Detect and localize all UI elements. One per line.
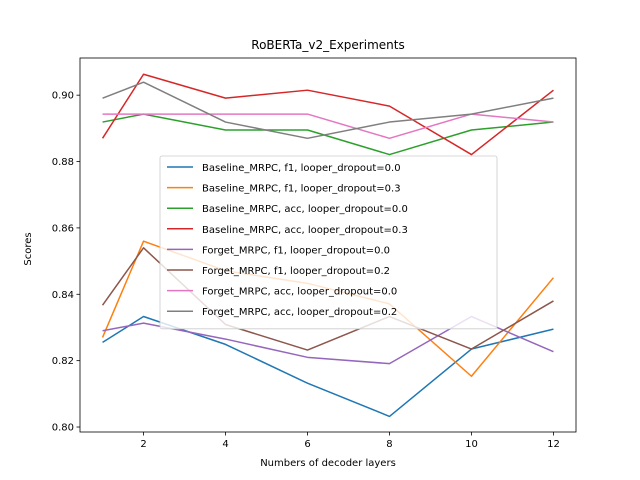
- chart-title: RoBERTa_v2_Experiments: [251, 38, 404, 52]
- x-tick-label: 6: [304, 439, 310, 450]
- legend-label-2: Baseline_MRPC, f1, looper_dropout=0.3: [202, 184, 401, 195]
- legend-label-6: Forget_MRPC, f1, looper_dropout=0.2: [202, 266, 390, 277]
- y-tick-label: 0.80: [52, 423, 74, 434]
- legend: Baseline_MRPC, f1, looper_dropout=0.0 Bas…: [159, 155, 498, 330]
- y-tick-label: 0.88: [52, 157, 74, 168]
- axes-layer: 2 4 6 8 10 12 0.80 0.82 0.84 0.86 0.88 0.90: [52, 57, 577, 450]
- series-line-8: [102, 81, 554, 140]
- x-tick-label: 10: [465, 439, 478, 450]
- y-axis-label: Scores: [23, 232, 34, 265]
- y-tick-label: 0.90: [52, 91, 74, 102]
- y-tick-label: 0.82: [52, 356, 74, 367]
- legend-label-8: Forget_MRPC, acc, looper_dropout=0.2: [202, 307, 397, 318]
- series-line-6: [101, 247, 554, 351]
- legend-label-3: Baseline_MRPC, acc, looper_dropout=0.0: [202, 204, 408, 215]
- legend-label-5: Forget_MRPC, f1, looper_dropout=0.0: [202, 245, 390, 256]
- x-axis-label: Numbers of decoder layers: [260, 458, 396, 469]
- legend-label-4: Baseline_MRPC, acc, looper_dropout=0.3: [202, 225, 408, 236]
- legend-label-1: Baseline_MRPC, f1, looper_dropout=0.0: [202, 163, 401, 174]
- y-tick-label: 0.84: [52, 290, 74, 301]
- x-tick-label: 4: [222, 439, 228, 450]
- legend-label-7: Forget_MRPC, acc, looper_dropout=0.0: [202, 287, 397, 298]
- x-tick-label: 8: [386, 439, 392, 450]
- axes-frame: [79, 57, 577, 433]
- x-tick-label: 2: [140, 439, 146, 450]
- series-line-4: [101, 73, 554, 156]
- legend-box: [159, 155, 498, 330]
- x-tick-label: 12: [547, 439, 560, 450]
- y-tick-label: 0.86: [52, 223, 74, 234]
